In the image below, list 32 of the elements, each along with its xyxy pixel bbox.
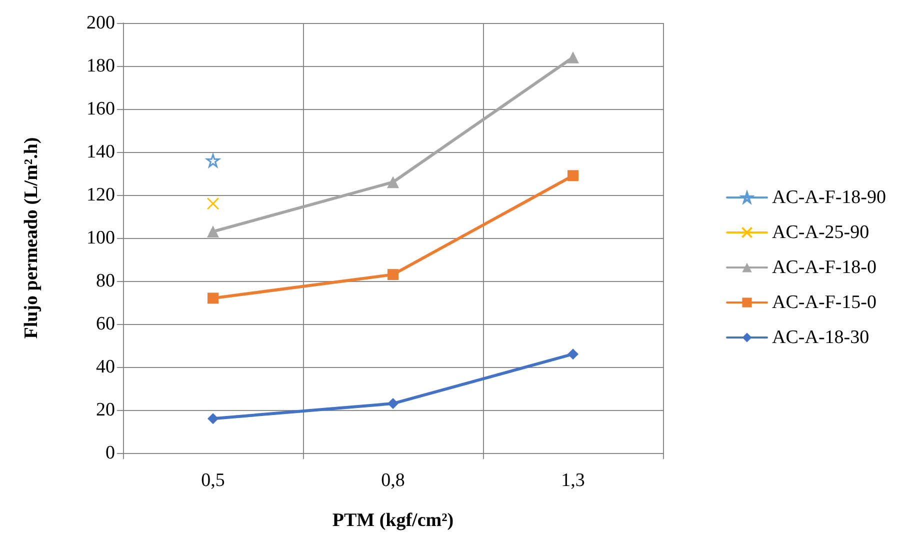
legend-label: AC-A-F-18-0 (772, 257, 877, 278)
point (567, 51, 579, 64)
legend-label: AC-A-18-30 (772, 327, 870, 348)
y-tick-label: 0 (106, 442, 115, 464)
point (206, 154, 220, 168)
legend-label: AC-A-F-15-0 (772, 292, 877, 313)
point (208, 413, 218, 424)
legend-label: AC-A-F-18-90 (772, 187, 886, 208)
legend-label: AC-A-25-90 (772, 222, 870, 243)
point (387, 176, 399, 188)
x-tick-label: 1,3 (561, 470, 585, 491)
y-tick-label: 180 (86, 56, 115, 76)
point (568, 348, 578, 360)
y-tick-label: 140 (86, 142, 115, 162)
point (388, 269, 398, 280)
point (568, 170, 578, 182)
y-tick-label: 20 (96, 400, 115, 420)
y-tick-label: 100 (86, 228, 115, 248)
y-tick-label: 40 (96, 356, 115, 378)
point (208, 292, 218, 304)
point (207, 226, 219, 238)
x-tick-label: 0,5 (201, 470, 225, 491)
y-tick-label: 120 (86, 184, 115, 206)
y-tick-label: 80 (96, 270, 115, 292)
y-tick-label: 60 (96, 314, 115, 334)
y-tick-label: 200 (86, 12, 115, 34)
point (206, 197, 220, 210)
x-axis-title: PTM (kgf/cm²) (332, 510, 454, 531)
point (388, 398, 398, 410)
y-axis-title: Flujo permeado (L/m².h) (21, 137, 42, 339)
y-tick-label: 160 (86, 98, 115, 120)
x-tick-label: 0,8 (381, 470, 405, 491)
